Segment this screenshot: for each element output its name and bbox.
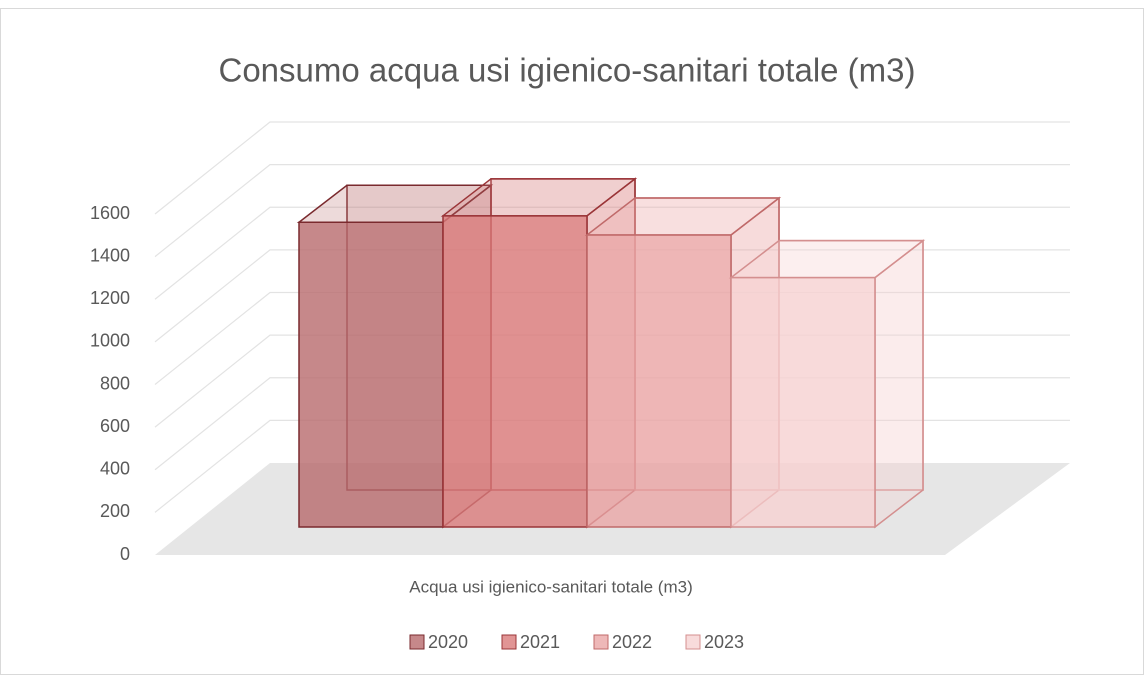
legend-label: 2020: [428, 632, 468, 652]
grid-line: [154, 121, 1070, 215]
y-tick-label: 200: [100, 501, 130, 521]
grid-line: [154, 206, 1070, 300]
legend-swatch: [409, 634, 425, 650]
y-tick-label: 1400: [90, 245, 130, 265]
legend-label: 2022: [612, 632, 652, 652]
y-tick-label: 600: [100, 416, 130, 436]
y-tick-label: 0: [120, 544, 130, 564]
grid-line: [154, 164, 1070, 258]
legend-swatch: [685, 634, 701, 650]
bar: [586, 234, 732, 528]
legend-swatch: [593, 634, 609, 650]
legend-label: 2021: [520, 632, 560, 652]
bar: [298, 221, 444, 528]
y-tick-label: 1600: [90, 203, 130, 223]
legend-swatch: [501, 634, 517, 650]
legend-label: 2023: [704, 632, 744, 652]
y-tick-label: 1200: [90, 288, 130, 308]
chart-title: Consumo acqua usi igienico-sanitari tota…: [219, 52, 916, 89]
y-tick-label: 400: [100, 459, 130, 479]
grid-line: [154, 249, 1070, 343]
bar-side: [874, 239, 924, 529]
x-tick-label: Acqua usi igienico-sanitari totale (m3): [409, 577, 692, 596]
bar: [730, 276, 876, 528]
bar: [442, 215, 588, 528]
y-tick-label: 800: [100, 373, 130, 393]
y-tick-label: 1000: [90, 331, 130, 351]
